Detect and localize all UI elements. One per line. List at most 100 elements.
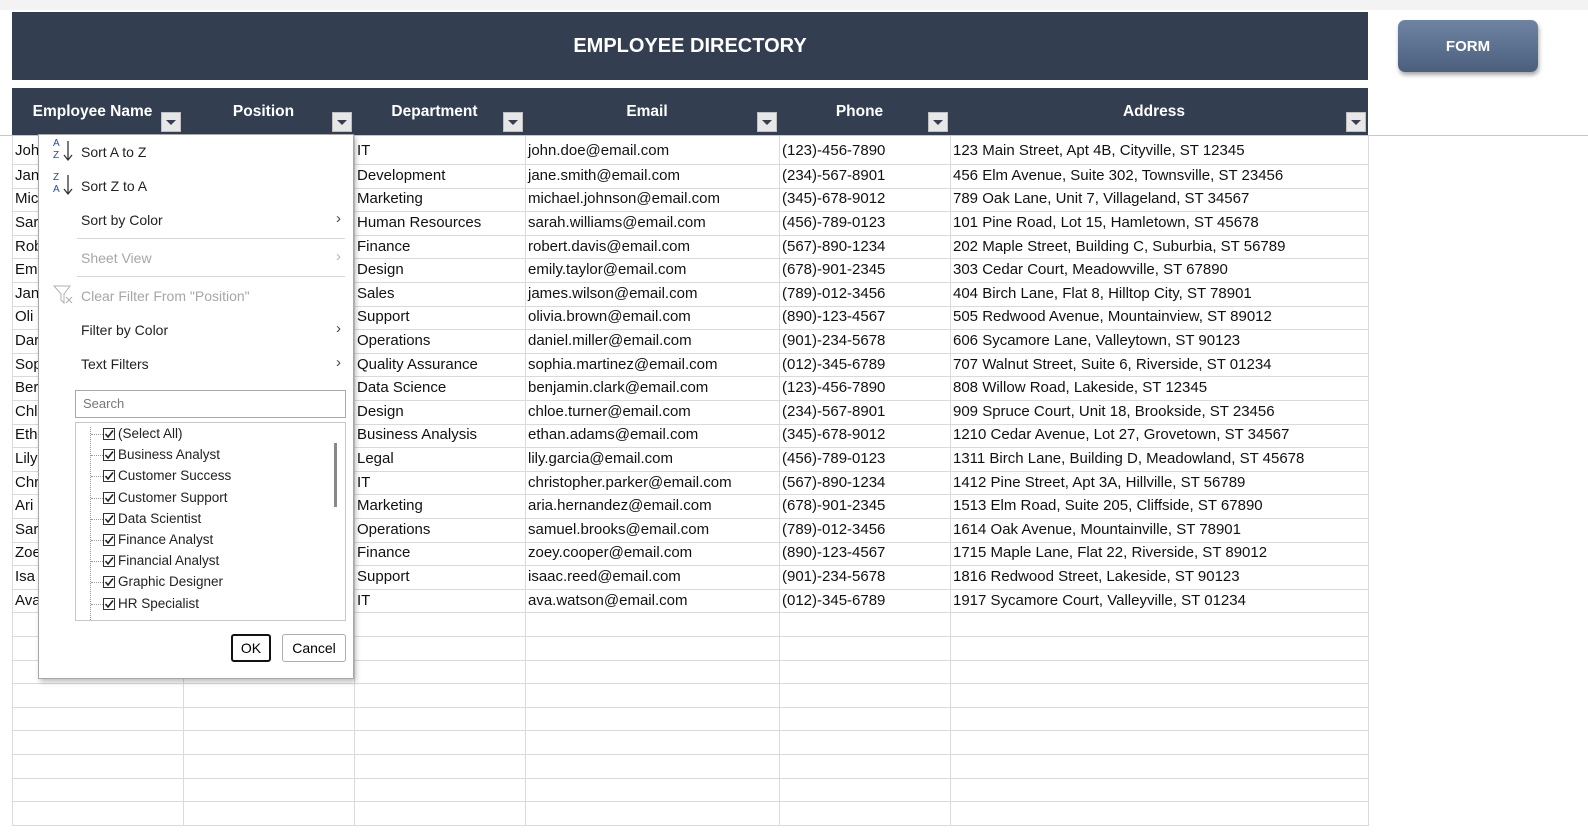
table-cell: Jan xyxy=(15,284,40,302)
filter-button[interactable] xyxy=(503,112,523,132)
table-cell: 505 Redwood Avenue, Mountainview, ST 890… xyxy=(953,308,1272,326)
checklist-item[interactable]: Customer Support xyxy=(118,489,228,505)
table-cell: Chr xyxy=(15,473,40,491)
grid-line xyxy=(12,376,1368,377)
grid-line xyxy=(12,730,1368,731)
table-cell: 1816 Redwood Street, Lakeside, ST 90123 xyxy=(953,568,1240,585)
freeze-line xyxy=(0,135,1588,136)
table-cell: (678)-901-2345 xyxy=(782,497,886,515)
table-cell: IT xyxy=(357,473,371,491)
table-cell: 404 Birch Lane, Flat 8, Hilltop City, ST… xyxy=(953,284,1252,302)
checkbox[interactable] xyxy=(103,491,115,504)
table-cell: Human Resources xyxy=(357,214,482,231)
table-cell: christopher.parker@email.com xyxy=(528,473,732,491)
table-cell: michael.johnson@email.com xyxy=(528,190,720,208)
checklist-item[interactable]: Finance Analyst xyxy=(118,532,214,547)
table-cell: IT xyxy=(357,141,371,159)
checkbox[interactable] xyxy=(103,449,115,462)
checkbox[interactable] xyxy=(103,576,115,589)
ok-button[interactable]: OK xyxy=(231,634,271,662)
sort-icon-letter: A xyxy=(53,138,60,149)
submenu-arrow: › xyxy=(336,354,341,371)
submenu-arrow: › xyxy=(336,248,341,265)
menu-item[interactable]: Sort by Color xyxy=(81,212,163,228)
table-header: Employee Name Position Department Email Phon… xyxy=(12,88,1368,135)
sort-icon-letter: Z xyxy=(53,150,60,161)
grid-line xyxy=(12,329,1368,330)
column-header: Address xyxy=(1122,102,1186,120)
submenu-arrow: › xyxy=(336,210,341,227)
grid-line xyxy=(779,136,780,826)
filter-button[interactable] xyxy=(1346,112,1366,132)
table-cell: Oli xyxy=(15,308,34,326)
table-cell: (012)-345-6789 xyxy=(782,591,886,609)
checklist-item[interactable]: Data Scientist xyxy=(118,510,202,526)
table-cell: (123)-456-7890 xyxy=(782,379,886,397)
table-cell: (890)-123-4567 xyxy=(782,308,886,326)
grid-line xyxy=(525,136,526,826)
table-cell: Operations xyxy=(357,332,431,349)
table-cell: 303 Cedar Court, Meadowville, ST 67890 xyxy=(953,261,1228,279)
filter-button[interactable] xyxy=(332,112,352,132)
search-box[interactable]: Search xyxy=(75,390,346,418)
column-header: Employee Name xyxy=(32,102,153,120)
table-cell: 789 Oak Lane, Unit 7, Villageland, ST 34… xyxy=(953,190,1250,208)
menu-item[interactable]: Text Filters xyxy=(81,356,149,372)
table-cell: Marketing xyxy=(357,497,423,515)
checklist-item[interactable]: Business Analyst xyxy=(118,447,221,463)
tree-line xyxy=(90,427,91,620)
grid-line xyxy=(12,707,1368,708)
tree-line xyxy=(91,518,103,520)
sort-icon-letter: A xyxy=(53,184,60,195)
checkbox[interactable] xyxy=(103,428,115,440)
menu-item[interactable]: Filter by Color xyxy=(81,322,169,338)
checkbox[interactable] xyxy=(103,534,115,546)
checklist-item[interactable]: Customer Success xyxy=(118,468,232,484)
sort-icon-arrow xyxy=(63,139,73,168)
filter-button[interactable] xyxy=(757,112,777,132)
table-cell: Zoe xyxy=(15,544,41,562)
grid-line xyxy=(12,235,1368,236)
table-cell: (789)-012-3456 xyxy=(782,284,886,302)
tree-line xyxy=(91,582,103,584)
grid-line xyxy=(12,660,1368,661)
grid-line xyxy=(12,424,1368,425)
table-cell: Sar xyxy=(15,520,39,538)
cancel-button[interactable]: Cancel xyxy=(282,634,346,662)
column-header: Phone xyxy=(835,102,884,120)
grid-line xyxy=(12,306,1368,307)
table-cell: 456 Elm Avenue, Suite 302, Townsville, S… xyxy=(953,166,1284,184)
grid-line xyxy=(12,494,1368,495)
filter-button[interactable] xyxy=(161,112,181,132)
grid-line xyxy=(1368,136,1369,826)
checkbox[interactable] xyxy=(103,470,115,483)
table-cell: john.doe@email.com xyxy=(528,141,670,159)
table-cell: (901)-234-5678 xyxy=(782,332,886,349)
table-cell: samuel.brooks@email.com xyxy=(528,520,710,538)
table-cell: olivia.brown@email.com xyxy=(528,308,691,326)
menu-item[interactable]: Sort Z to A xyxy=(81,178,148,194)
checkbox[interactable] xyxy=(103,597,115,610)
filter-button[interactable] xyxy=(928,112,948,132)
sort-icon-arrow xyxy=(63,173,73,202)
grid-line xyxy=(12,589,1368,590)
table-cell: (678)-901-2345 xyxy=(782,261,886,279)
grid-line xyxy=(12,471,1368,472)
form-button[interactable]: FORM xyxy=(1398,20,1538,72)
menu-item[interactable]: Sort A to Z xyxy=(81,144,147,160)
table-cell: Rob xyxy=(15,237,43,255)
checkbox[interactable] xyxy=(103,512,115,525)
table-cell: (123)-456-7890 xyxy=(782,141,886,159)
checklist-item[interactable]: (Select All) xyxy=(118,426,183,441)
table-cell: Support xyxy=(357,568,410,585)
checklist-item[interactable]: Graphic Designer xyxy=(118,574,224,590)
checklist-item[interactable]: HR Specialist xyxy=(118,595,200,611)
table-cell: Mic xyxy=(15,190,39,208)
tree-line xyxy=(91,455,103,457)
checklist-item[interactable]: Financial Analyst xyxy=(118,553,220,569)
column-header: Department xyxy=(391,102,478,120)
checkbox[interactable] xyxy=(103,555,115,568)
table-cell: Sop xyxy=(15,355,42,373)
table-cell: Lily xyxy=(15,450,38,467)
